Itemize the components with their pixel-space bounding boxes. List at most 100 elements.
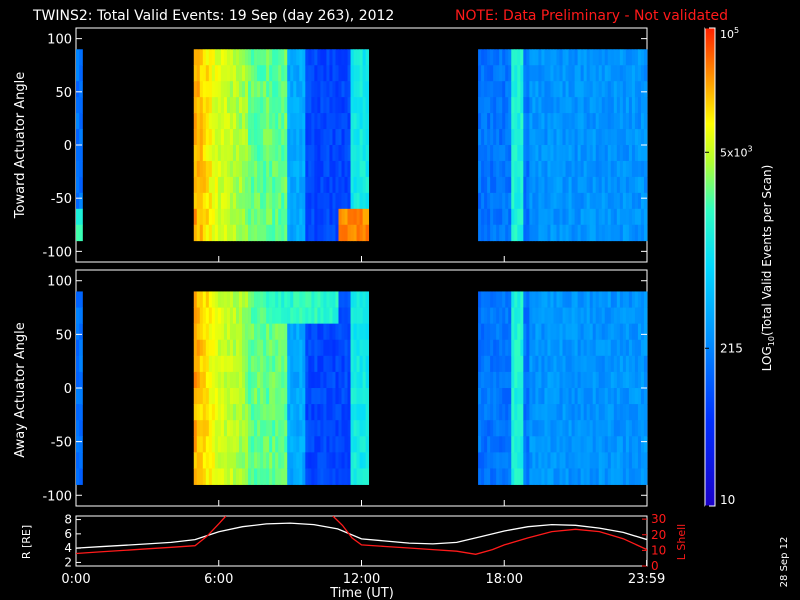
heatmap-cell	[580, 113, 585, 130]
heatmap-cell	[272, 355, 276, 373]
heatmap-cell	[631, 323, 636, 341]
heatmap-cell	[359, 339, 363, 357]
heatmap-cell	[484, 113, 488, 130]
heatmap-cell	[305, 436, 309, 453]
heatmap-cell	[565, 176, 569, 194]
heatmap-cell	[269, 388, 273, 405]
heatmap-cell	[565, 129, 569, 146]
heatmap-cell	[344, 420, 348, 437]
heatmap-cell	[478, 224, 482, 242]
heatmap-cell	[196, 388, 201, 405]
heatmap-cell	[79, 420, 83, 437]
heatmap-cell	[208, 436, 213, 453]
heatmap-cell	[238, 97, 243, 114]
heatmap-cell	[232, 404, 237, 421]
heatmap-cell	[478, 208, 482, 226]
heatmap-cell	[229, 160, 234, 178]
heatmap-cell	[604, 49, 609, 66]
heatmap-cell	[199, 420, 204, 437]
heatmap-cell	[344, 307, 348, 325]
heatmap-cell	[547, 81, 551, 98]
y2-tick-label: 10	[651, 543, 666, 557]
heatmap-cell	[335, 452, 339, 469]
heatmap-cell	[628, 420, 633, 437]
heatmap-cell	[610, 81, 615, 98]
heatmap-cell	[350, 145, 354, 162]
heatmap-cell	[571, 355, 576, 373]
heatmap-cell	[592, 355, 597, 373]
heatmap-cell	[326, 388, 330, 405]
heatmap-cell	[610, 420, 615, 437]
heatmap-cell	[502, 192, 506, 210]
heatmap-cell	[580, 468, 585, 485]
heatmap-cell	[478, 97, 482, 114]
heatmap-cell	[76, 404, 80, 421]
heatmap-cell	[556, 192, 560, 210]
heatmap-cell	[263, 208, 267, 226]
heatmap-cell	[263, 129, 267, 146]
heatmap-cell	[631, 388, 636, 405]
heatmap-cell	[550, 388, 554, 405]
heatmap-cell	[634, 307, 639, 325]
heatmap-cell	[487, 97, 491, 114]
heatmap-cell	[559, 307, 563, 325]
heatmap-cell	[275, 49, 279, 66]
heatmap-cell	[293, 371, 297, 389]
colorbar-tick-label: 10	[720, 493, 735, 507]
heatmap-cell	[487, 208, 491, 226]
heatmap-cell	[314, 160, 318, 178]
heatmap-cell	[208, 468, 213, 485]
heatmap-cell	[631, 97, 636, 114]
heatmap-cell	[601, 420, 606, 437]
heatmap-cell	[199, 452, 204, 469]
heatmap-cell	[223, 388, 228, 405]
heatmap-cell	[220, 224, 225, 242]
heatmap-cell	[619, 160, 624, 178]
heatmap-cell	[260, 388, 264, 405]
heatmap-cell	[493, 224, 497, 242]
heatmap-cell	[281, 291, 285, 308]
heatmap-cell	[308, 307, 312, 325]
heatmap-cell	[628, 339, 633, 357]
heatmap-cell	[499, 65, 503, 82]
heatmap-cell	[217, 291, 222, 308]
heatmap-cell	[550, 420, 554, 437]
heatmap-cell	[257, 404, 261, 421]
heatmap-cell	[305, 371, 309, 389]
heatmap-cell	[251, 113, 255, 130]
heatmap-cell	[272, 145, 276, 162]
heatmap-cell	[320, 371, 324, 389]
heatmap-cell	[556, 420, 560, 437]
heatmap-cell	[481, 323, 485, 341]
heatmap-cell	[595, 49, 600, 66]
heatmap-cell	[338, 307, 342, 325]
heatmap-cell	[478, 81, 482, 98]
heatmap-cell	[223, 371, 228, 389]
heatmap-cell	[583, 291, 588, 308]
heatmap-cell	[323, 160, 327, 178]
heatmap-cell	[556, 129, 560, 146]
heatmap-cell	[269, 97, 273, 114]
heatmap-cell	[490, 323, 494, 341]
heatmap-cell	[193, 192, 198, 210]
heatmap-cell	[257, 65, 261, 82]
heatmap-cell	[634, 145, 639, 162]
heatmap-cell	[359, 113, 363, 130]
heatmap-cell	[332, 192, 336, 210]
heatmap-cell	[592, 307, 597, 325]
heatmap-cell	[287, 323, 291, 341]
heatmap-cell	[526, 355, 530, 373]
heatmap-cell	[278, 291, 282, 308]
heatmap-cell	[263, 371, 267, 389]
heatmap-cell	[520, 192, 524, 210]
heatmap-cell	[613, 452, 618, 469]
heatmap-cell	[238, 388, 243, 405]
heatmap-cell	[311, 420, 315, 437]
heatmap-cell	[553, 145, 557, 162]
heatmap-cell	[508, 208, 512, 226]
heatmap-cell	[628, 436, 633, 453]
heatmap-cell	[577, 436, 582, 453]
heatmap-cell	[347, 113, 351, 130]
heatmap-cell	[496, 113, 500, 130]
heatmap-cell	[353, 307, 357, 325]
